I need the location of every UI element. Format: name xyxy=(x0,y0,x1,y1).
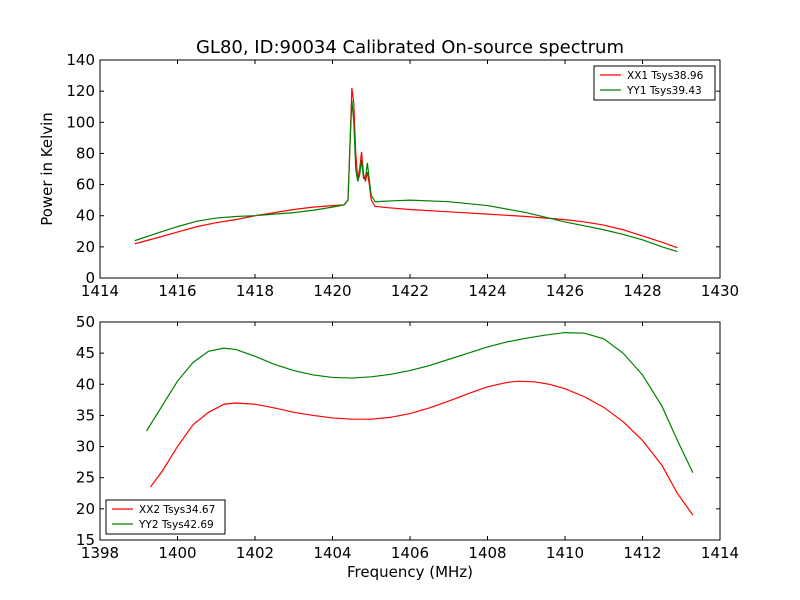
y-tick-label: 25 xyxy=(76,469,95,487)
y-tick-label: 100 xyxy=(66,113,95,131)
x-tick-label: 1422 xyxy=(391,282,429,300)
series-line-2 xyxy=(145,331,694,473)
x-tick-label: 1398 xyxy=(81,544,119,562)
y-tick-label: 35 xyxy=(76,406,95,424)
y-tick-label: 80 xyxy=(76,144,95,162)
y-tick-label: 20 xyxy=(76,500,95,518)
top-panel: 1414 1416 1418 1420 1422 1424 1426 1428 1430 0 20 4… xyxy=(38,51,739,300)
legend: XX2 Tsys34.67 YY2 Tsys42.69 xyxy=(105,499,226,535)
legend-label: YY1 Tsys39.43 xyxy=(626,85,702,97)
y-tick-label: 45 xyxy=(76,344,95,362)
x-tick-label: 1426 xyxy=(546,282,584,300)
bottom-panel: 1398 1400 1402 1404 1406 1408 1410 1412 1414 15 20… xyxy=(76,313,739,581)
y-tick-label: 30 xyxy=(76,438,95,456)
x-tick-label: 1410 xyxy=(546,544,584,562)
legend-box xyxy=(105,499,226,535)
y-tick-label: 40 xyxy=(76,375,95,393)
x-tick-label: 1400 xyxy=(158,544,196,562)
y-tick-label: 120 xyxy=(66,82,95,100)
x-tick-label: 1430 xyxy=(701,282,739,300)
x-axis-label: Frequency (MHz) xyxy=(347,563,473,581)
y-tick-label: 60 xyxy=(76,176,95,194)
chart-title: GL80, ID:90034 Calibrated On-source spec… xyxy=(196,37,624,58)
y-tick-label: 20 xyxy=(76,238,95,256)
legend-box xyxy=(593,65,716,101)
x-tick-label: 1404 xyxy=(313,544,351,562)
legend-label: YY2 Tsys42.69 xyxy=(138,519,214,531)
x-tick-label: 1420 xyxy=(313,282,351,300)
x-tick-label: 1416 xyxy=(158,282,196,300)
y-tick-label: 50 xyxy=(76,313,95,331)
y-tick-label: 15 xyxy=(76,531,95,549)
x-tick-label: 1414 xyxy=(701,544,739,562)
x-tick-label: 1424 xyxy=(468,282,506,300)
x-tick-label: 1402 xyxy=(236,544,274,562)
x-tick-label: 1418 xyxy=(236,282,274,300)
y-axis-label: Power in Kelvin xyxy=(38,112,56,226)
x-tick-label: 1406 xyxy=(391,544,429,562)
y-tick-label: 40 xyxy=(76,207,95,225)
x-tick-label: 1412 xyxy=(623,544,661,562)
x-tick-label: 1414 xyxy=(81,282,119,300)
legend-label: XX1 Tsys38.96 xyxy=(627,70,704,82)
x-tick-label: 1428 xyxy=(623,282,661,300)
series-line-2 xyxy=(134,100,678,253)
legend: XX1 Tsys38.96 YY1 Tsys39.43 xyxy=(593,65,716,101)
y-tick-label: 0 xyxy=(85,269,95,287)
x-tick-label: 1408 xyxy=(468,544,506,562)
y-tick-label: 140 xyxy=(66,51,95,69)
legend-label: XX2 Tsys34.67 xyxy=(139,504,215,516)
series-line-1 xyxy=(149,380,694,516)
